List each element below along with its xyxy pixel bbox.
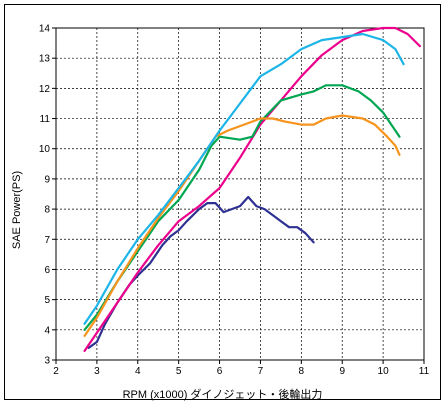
series-line-2 <box>83 26 421 352</box>
x-tick-label: 7 <box>258 366 264 377</box>
y-tick-label: 8 <box>44 205 50 216</box>
y-tick-label: 4 <box>44 325 50 336</box>
x-tick-label: 8 <box>299 366 305 377</box>
y-tick-label: 5 <box>44 295 50 306</box>
x-tick-label: 4 <box>135 366 141 377</box>
series-line-5 <box>83 32 405 325</box>
x-tick-label: 11 <box>419 366 430 377</box>
series-line-3 <box>83 84 401 331</box>
y-tick-label: 10 <box>39 144 51 155</box>
y-tick-label: 14 <box>39 24 51 35</box>
y-tick-label: 11 <box>40 114 51 125</box>
x-tick-label: 5 <box>176 366 182 377</box>
x-tick-label: 2 <box>53 366 59 377</box>
x-tick-label: 3 <box>94 366 100 377</box>
y-tick-label: 12 <box>39 84 51 95</box>
x-tick-label: 9 <box>339 366 345 377</box>
y-tick-label: 7 <box>44 235 50 246</box>
x-tick-label: 6 <box>217 366 223 377</box>
y-tick-label: 6 <box>44 265 50 276</box>
y-tick-label: 13 <box>39 54 51 65</box>
y-tick-label: 3 <box>44 356 50 367</box>
y-axis-label-container: SAE Power(PS) <box>8 110 26 310</box>
plot-border <box>55 27 425 361</box>
x-axis-label: RPM (x1000) ダイノジェット・後輪出力 <box>122 389 323 401</box>
y-axis-label: SAE Power(PS) <box>11 170 23 250</box>
x-tick-label: 10 <box>378 366 390 377</box>
series-line-4 <box>83 114 401 337</box>
y-tick-label: 9 <box>44 174 50 185</box>
